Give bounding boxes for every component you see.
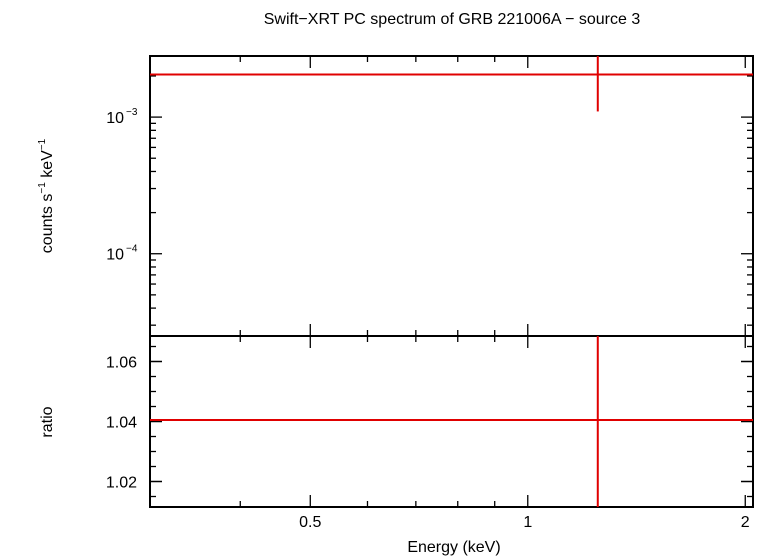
chart-title: Swift−XRT PC spectrum of GRB 221006A − s… — [264, 11, 641, 28]
y-tick-label: 1.06 — [106, 355, 137, 372]
ratio-frame — [149, 335, 754, 508]
y-tick-label: 10 — [106, 247, 124, 264]
y-axis-label-ratio: ratio — [39, 406, 56, 437]
x-tick-label: 1 — [523, 514, 532, 531]
y-axis-label-spectrum: counts s−1 keV−1 — [37, 138, 56, 253]
x-tick-label: 2 — [741, 514, 750, 531]
y-tick-label-exponent: −4 — [126, 244, 138, 255]
y-tick-label: 10 — [106, 110, 124, 127]
x-axis-label: Energy (keV) — [407, 539, 500, 556]
spectrum-panel: 10−310−4 — [106, 55, 754, 337]
ratio-panel: 0.5 1 2 1.02 1.04 1.06 — [106, 335, 754, 531]
ratio-ticks: 0.5 1 2 1.02 1.04 1.06 — [106, 336, 753, 531]
spectrum-data — [150, 56, 753, 112]
spectrum-frame — [149, 55, 754, 337]
y-tick-label: 1.02 — [106, 475, 137, 492]
y-tick-label-exponent: −3 — [126, 107, 138, 118]
spectrum-ticks: 10−310−4 — [106, 56, 753, 336]
ratio-data — [150, 336, 753, 507]
x-tick-label: 0.5 — [299, 514, 321, 531]
y-tick-label: 1.04 — [106, 415, 137, 432]
